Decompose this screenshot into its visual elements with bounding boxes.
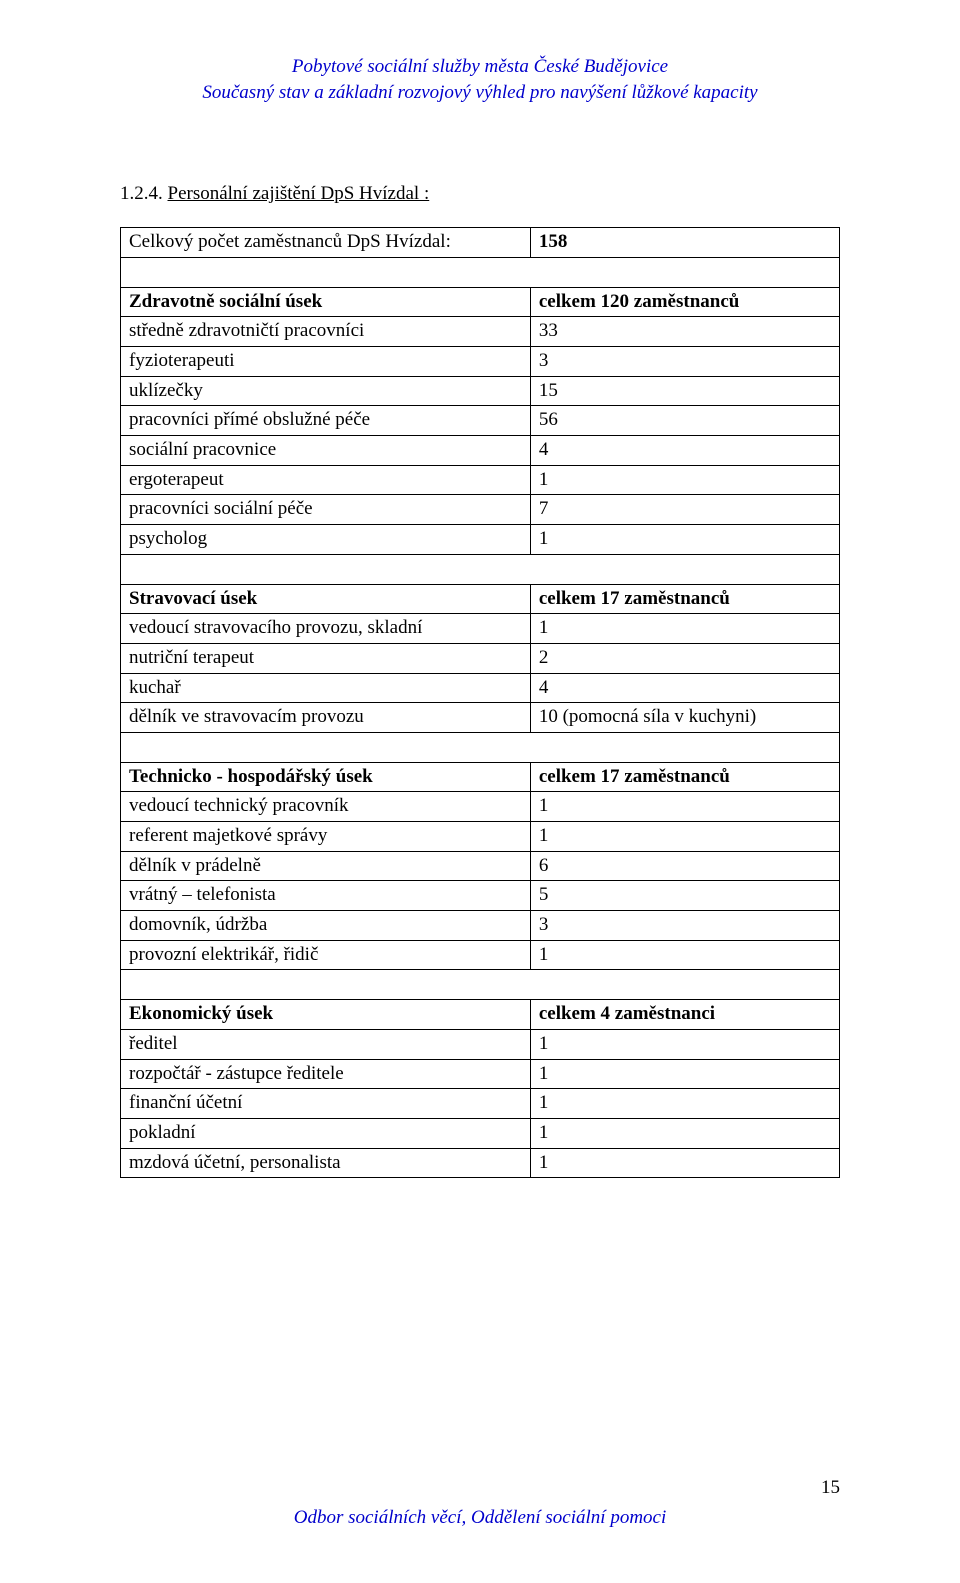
cell-value: celkem 4 zaměstnanci xyxy=(530,1000,839,1030)
cell-value: 1 xyxy=(530,614,839,644)
cell-label: Zdravotně sociální úsek xyxy=(121,287,531,317)
table-row: kuchař4 xyxy=(121,673,840,703)
table-row: vrátný – telefonista5 xyxy=(121,881,840,911)
table-row: ředitel1 xyxy=(121,1029,840,1059)
section-number: 1.2.4. xyxy=(120,183,163,204)
table-row: vedoucí technický pracovník1 xyxy=(121,792,840,822)
cell-label: nutriční terapeut xyxy=(121,643,531,673)
cell-value: 1 xyxy=(530,1029,839,1059)
cell-value: 1 xyxy=(530,1059,839,1089)
table-row: psycholog1 xyxy=(121,525,840,555)
table-row: dělník ve stravovacím provozu10 (pomocná… xyxy=(121,703,840,733)
cell-value: celkem 17 zaměstnanců xyxy=(530,762,839,792)
table-row: uklízečky15 xyxy=(121,376,840,406)
table-row: fyzioterapeuti3 xyxy=(121,347,840,377)
cell-label: psycholog xyxy=(121,525,531,555)
cell-label: dělník ve stravovacím provozu xyxy=(121,703,531,733)
cell-value: 33 xyxy=(530,317,839,347)
cell-value: 1 xyxy=(530,525,839,555)
table-spacer xyxy=(121,970,840,1000)
table-row: Celkový počet zaměstnanců DpS Hvízdal: 1… xyxy=(121,228,840,258)
cell-value: 1 xyxy=(530,792,839,822)
cell-label: Technicko - hospodářský úsek xyxy=(121,762,531,792)
cell-label: fyzioterapeuti xyxy=(121,347,531,377)
cell-label: mzdová účetní, personalista xyxy=(121,1148,531,1178)
cell-label: Ekonomický úsek xyxy=(121,1000,531,1030)
cell-label: Celkový počet zaměstnanců DpS Hvízdal: xyxy=(121,228,531,258)
cell-label: dělník v prádelně xyxy=(121,851,531,881)
cell-value: 1 xyxy=(530,1118,839,1148)
cell-value: 5 xyxy=(530,881,839,911)
page-footer: Odbor sociálních věcí, Oddělení sociální… xyxy=(0,1507,960,1529)
table-row: Stravovací úsek celkem 17 zaměstnanců xyxy=(121,584,840,614)
cell-label: pokladní xyxy=(121,1118,531,1148)
cell-label: pracovníci sociální péče xyxy=(121,495,531,525)
cell-label: ergoterapeut xyxy=(121,465,531,495)
table-row: rozpočtář - zástupce ředitele1 xyxy=(121,1059,840,1089)
cell-label: pracovníci přímé obslužné péče xyxy=(121,406,531,436)
header-line-2: Současný stav a základní rozvojový výhle… xyxy=(120,80,840,106)
section-heading: Personální zajištění DpS Hvízdal : xyxy=(168,183,430,204)
page-header: Pobytové sociální služby města České Bud… xyxy=(120,54,840,105)
cell-value: 3 xyxy=(530,347,839,377)
table-row: dělník v prádelně6 xyxy=(121,851,840,881)
table-row: Technicko - hospodářský úsek celkem 17 z… xyxy=(121,762,840,792)
table-row: vedoucí stravovacího provozu, skladní1 xyxy=(121,614,840,644)
cell-label: Stravovací úsek xyxy=(121,584,531,614)
cell-value: 2 xyxy=(530,643,839,673)
cell-value: 6 xyxy=(530,851,839,881)
table-row: středně zdravotničtí pracovníci33 xyxy=(121,317,840,347)
table-row: sociální pracovnice4 xyxy=(121,436,840,466)
page-number: 15 xyxy=(821,1477,840,1499)
table-row: domovník, údržba3 xyxy=(121,911,840,941)
cell-label: vedoucí technický pracovník xyxy=(121,792,531,822)
cell-value: 10 (pomocná síla v kuchyni) xyxy=(530,703,839,733)
table-spacer xyxy=(121,257,840,287)
table-row: pracovníci přímé obslužné péče56 xyxy=(121,406,840,436)
cell-label: sociální pracovnice xyxy=(121,436,531,466)
cell-label: rozpočtář - zástupce ředitele xyxy=(121,1059,531,1089)
table-spacer xyxy=(121,554,840,584)
section-title: 1.2.4. Personální zajištění DpS Hvízdal … xyxy=(120,183,840,205)
cell-label: vedoucí stravovacího provozu, skladní xyxy=(121,614,531,644)
cell-label: středně zdravotničtí pracovníci xyxy=(121,317,531,347)
cell-value: 158 xyxy=(530,228,839,258)
cell-value: 3 xyxy=(530,911,839,941)
table-row: Ekonomický úsek celkem 4 zaměstnanci xyxy=(121,1000,840,1030)
header-line-1: Pobytové sociální služby města České Bud… xyxy=(120,54,840,80)
table-row: nutriční terapeut2 xyxy=(121,643,840,673)
cell-value: 1 xyxy=(530,940,839,970)
table-row: pokladní1 xyxy=(121,1118,840,1148)
cell-value: celkem 17 zaměstnanců xyxy=(530,584,839,614)
cell-label: uklízečky xyxy=(121,376,531,406)
cell-label: vrátný – telefonista xyxy=(121,881,531,911)
cell-label: referent majetkové správy xyxy=(121,822,531,852)
table-row: Zdravotně sociální úsek celkem 120 zaměs… xyxy=(121,287,840,317)
cell-label: provozní elektrikář, řidič xyxy=(121,940,531,970)
cell-value: 1 xyxy=(530,1148,839,1178)
cell-value: celkem 120 zaměstnanců xyxy=(530,287,839,317)
page: Pobytové sociální služby města České Bud… xyxy=(0,0,960,1583)
cell-label: finanční účetní xyxy=(121,1089,531,1119)
table-row: pracovníci sociální péče7 xyxy=(121,495,840,525)
table-row: provozní elektrikář, řidič1 xyxy=(121,940,840,970)
staffing-table: Celkový počet zaměstnanců DpS Hvízdal: 1… xyxy=(120,227,840,1178)
table-row: referent majetkové správy1 xyxy=(121,822,840,852)
cell-value: 1 xyxy=(530,465,839,495)
cell-value: 7 xyxy=(530,495,839,525)
cell-label: domovník, údržba xyxy=(121,911,531,941)
cell-value: 1 xyxy=(530,1089,839,1119)
table-row: finanční účetní1 xyxy=(121,1089,840,1119)
cell-value: 4 xyxy=(530,436,839,466)
table-row: mzdová účetní, personalista1 xyxy=(121,1148,840,1178)
cell-value: 15 xyxy=(530,376,839,406)
cell-value: 1 xyxy=(530,822,839,852)
cell-label: kuchař xyxy=(121,673,531,703)
cell-value: 56 xyxy=(530,406,839,436)
cell-value: 4 xyxy=(530,673,839,703)
cell-label: ředitel xyxy=(121,1029,531,1059)
table-row: ergoterapeut1 xyxy=(121,465,840,495)
table-spacer xyxy=(121,732,840,762)
